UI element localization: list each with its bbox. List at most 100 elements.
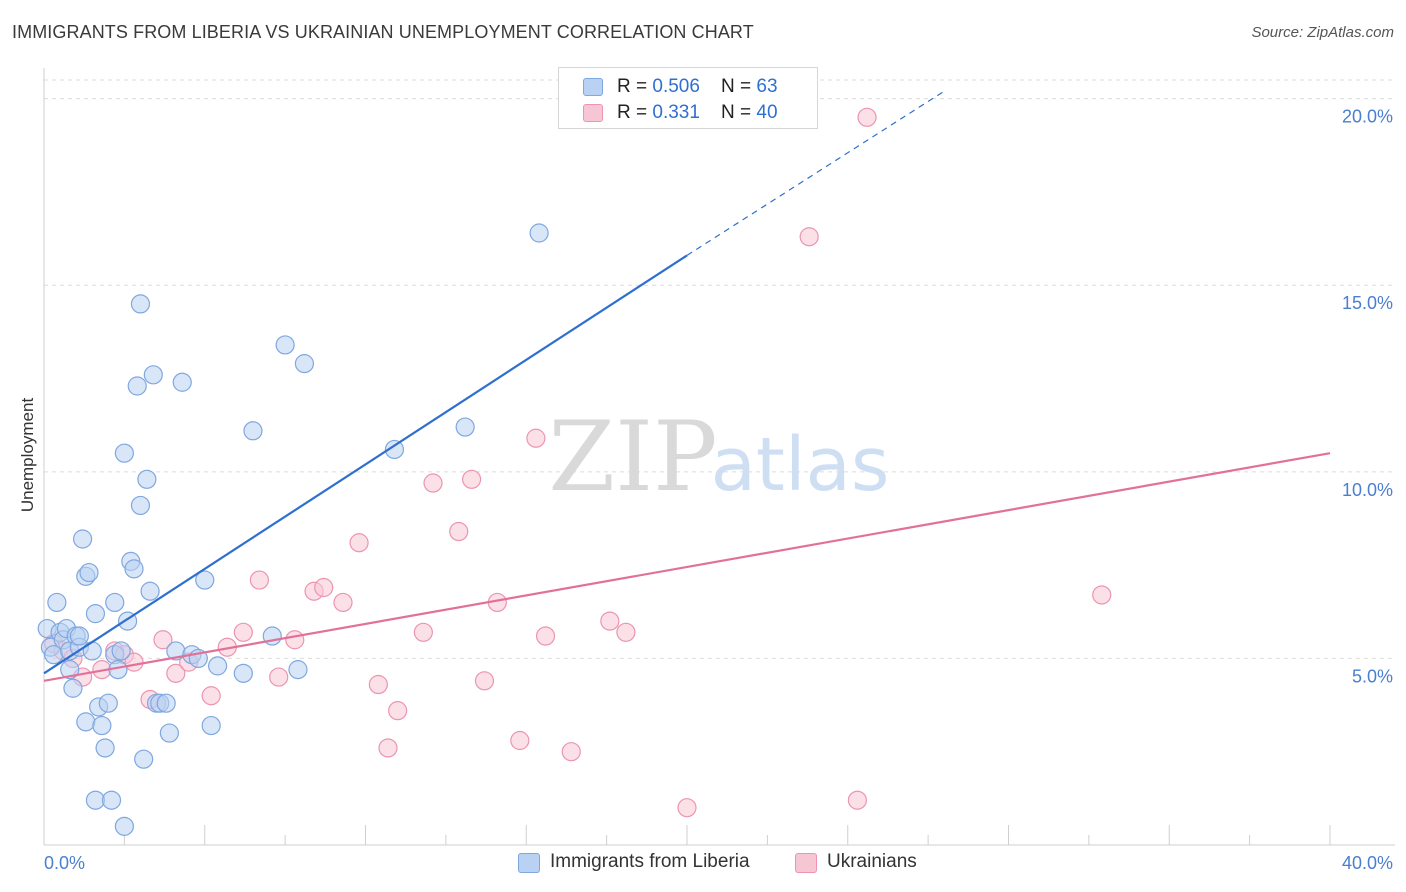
data-point	[529, 223, 549, 243]
watermark-atlas: atlas	[711, 422, 890, 508]
data-point	[130, 495, 151, 516]
series-legend: Immigrants from Liberia Ukrainians	[0, 850, 1406, 880]
data-point	[847, 790, 867, 810]
data-point	[384, 439, 405, 460]
data-point	[535, 626, 556, 646]
x-tick-label: 0.0%	[44, 853, 85, 873]
data-point	[233, 663, 253, 683]
n-label: N =	[721, 76, 757, 97]
trend-line-liberia	[43, 254, 688, 675]
data-point	[60, 660, 80, 680]
data-point	[72, 529, 93, 549]
series-ukrainians	[44, 107, 1112, 818]
data-point	[388, 701, 408, 721]
data-point	[82, 641, 102, 661]
data-point	[510, 730, 530, 751]
data-point	[314, 577, 334, 598]
legend-swatch-blue	[518, 853, 540, 873]
series-liberia	[37, 223, 549, 836]
data-point	[201, 715, 221, 736]
n-value: 63	[756, 76, 778, 97]
data-point	[243, 421, 263, 441]
legend-label-ukrainians: Ukrainians	[827, 851, 917, 872]
legend-swatch-pink	[795, 853, 817, 873]
data-point	[249, 570, 270, 590]
data-point	[47, 592, 67, 613]
y-tick-label: 10.0%	[1342, 480, 1393, 500]
data-point	[195, 570, 215, 590]
data-point	[114, 443, 134, 463]
data-point	[172, 372, 192, 392]
data-point	[137, 469, 157, 489]
data-point	[449, 521, 469, 542]
data-point	[208, 656, 228, 676]
data-point	[423, 473, 443, 493]
n-value: 40	[756, 102, 778, 123]
trend-line-ukrainians	[43, 452, 1331, 682]
trend-lines	[43, 90, 1331, 682]
source-label: Source: ZipAtlas.com	[1251, 24, 1394, 41]
axes	[43, 68, 1395, 846]
data-point	[85, 790, 106, 810]
data-point	[63, 678, 83, 698]
data-point	[124, 559, 144, 579]
data-point	[79, 562, 99, 583]
data-point	[413, 622, 433, 642]
data-point	[288, 660, 308, 680]
data-point	[368, 674, 388, 695]
data-point	[461, 469, 482, 489]
data-point	[159, 723, 179, 743]
legend-swatch-blue	[583, 78, 603, 96]
y-tick-label: 20.0%	[1342, 107, 1393, 127]
data-point	[98, 693, 118, 713]
grid-lines	[44, 79, 1395, 659]
data-point	[114, 816, 134, 836]
data-point	[1092, 585, 1112, 605]
legend-swatch-pink	[583, 104, 603, 122]
data-point	[156, 693, 176, 713]
correlation-legend: R = 0.506 N = 63 R = 0.331 N = 40	[558, 67, 818, 129]
data-point	[76, 712, 96, 732]
data-point	[600, 611, 620, 631]
data-point	[455, 417, 475, 437]
data-point	[143, 365, 163, 385]
data-point	[857, 107, 877, 127]
data-point	[69, 626, 89, 646]
data-point	[127, 376, 147, 396]
n-label: N =	[721, 102, 757, 123]
data-point	[85, 604, 106, 624]
data-point	[92, 715, 112, 736]
y-tick-label: 15.0%	[1342, 293, 1393, 313]
y-tick-label: 5.0%	[1352, 666, 1393, 686]
data-point	[233, 622, 253, 642]
data-point	[561, 742, 581, 762]
r-label: R =	[617, 102, 653, 123]
r-label: R =	[617, 76, 653, 97]
watermark: ZIP atlas	[548, 401, 889, 513]
x-tick-label: 40.0%	[1342, 853, 1393, 873]
data-point	[333, 592, 353, 613]
tick-labels: 5.0% 10.0% 15.0% 20.0% 0.0% 40.0%	[44, 107, 1393, 873]
data-point	[201, 686, 221, 706]
data-point	[140, 581, 160, 601]
data-point	[130, 294, 151, 314]
data-point	[101, 790, 122, 810]
data-point	[95, 738, 115, 758]
data-point	[616, 622, 636, 642]
data-point	[153, 630, 173, 650]
data-point	[105, 592, 125, 613]
data-point	[349, 533, 369, 553]
data-point	[677, 798, 697, 818]
data-point	[799, 227, 819, 247]
data-point	[474, 671, 495, 691]
legend-label-liberia: Immigrants from Liberia	[550, 851, 750, 872]
data-point	[294, 354, 315, 374]
r-value: 0.331	[652, 102, 700, 123]
r-value: 0.506	[652, 76, 700, 97]
data-point	[378, 738, 398, 758]
data-point	[275, 335, 295, 355]
trend-line-liberia-extension	[686, 90, 945, 256]
data-point	[166, 663, 186, 683]
data-point	[285, 630, 305, 650]
